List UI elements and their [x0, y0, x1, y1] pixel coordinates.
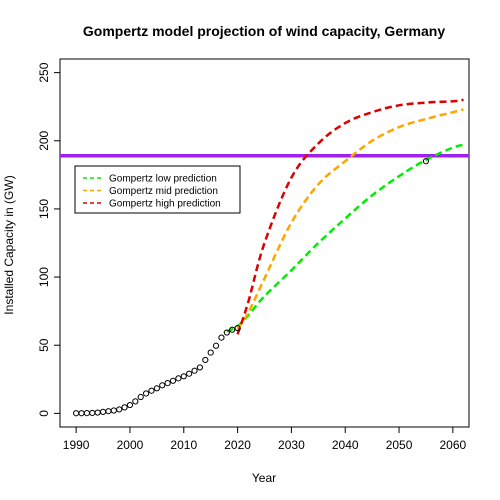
x-tick-label: 1990: [63, 438, 90, 452]
data-point: [137, 393, 144, 401]
x-tick-label: 2050: [386, 438, 413, 452]
plot-data: [60, 98, 469, 417]
data-point: [116, 406, 123, 413]
data-point: [126, 401, 134, 409]
legend-entry-low-label: Gompertz low prediction: [109, 174, 217, 185]
y-tick-label: 250: [37, 62, 51, 82]
series-line-high: [236, 98, 464, 335]
x-tick-label: 2010: [170, 438, 197, 452]
data-point: [196, 364, 204, 371]
legend-box: [74, 165, 241, 214]
data-point: [143, 390, 150, 397]
chart-title: Gompertz model projection of wind capaci…: [83, 23, 445, 39]
data-point: [169, 377, 177, 384]
data-point: [159, 382, 166, 389]
data-point: [212, 342, 220, 349]
data-point: [202, 356, 209, 364]
x-tick-label: 2030: [278, 438, 305, 452]
data-point: [175, 375, 182, 382]
data-point: [229, 326, 236, 333]
x-tick-label: 2060: [440, 438, 467, 452]
y-tick-label: 100: [37, 267, 51, 287]
plot-area: 1990 2000 2010 2020 2030 2040 2050 2060 0 50 100 15…: [37, 58, 470, 452]
data-point: [223, 329, 230, 336]
data-point: [121, 404, 128, 411]
y-tick-label: 50: [37, 338, 51, 352]
x-tick-label: 2040: [332, 438, 359, 452]
data-point: [148, 387, 155, 394]
data-point: [180, 373, 187, 380]
data-point: [186, 370, 193, 377]
y-tick-label: 200: [37, 130, 51, 150]
legend-entry-mid-label: Gompertz mid prediction: [109, 186, 218, 197]
data-point: [234, 324, 241, 332]
x-axis-label: Year: [252, 471, 276, 485]
legend-entry-high-label: Gompertz high prediction: [109, 199, 221, 210]
data-point: [132, 398, 139, 405]
y-tick-label: 0: [37, 410, 51, 417]
series-line-mid: [236, 108, 464, 330]
data-point: [207, 349, 214, 356]
plot-frame: [59, 58, 470, 428]
data-point: [218, 334, 225, 341]
x-tick-label: 2020: [224, 438, 251, 452]
x-tick-label: 2000: [117, 438, 144, 452]
y-tick-label: 150: [37, 199, 51, 219]
data-point: [422, 158, 430, 165]
y-axis-label: Installed Capacity in (GW): [2, 175, 16, 314]
data-point: [191, 367, 198, 374]
data-point: [164, 380, 171, 387]
data-point: [153, 385, 160, 392]
